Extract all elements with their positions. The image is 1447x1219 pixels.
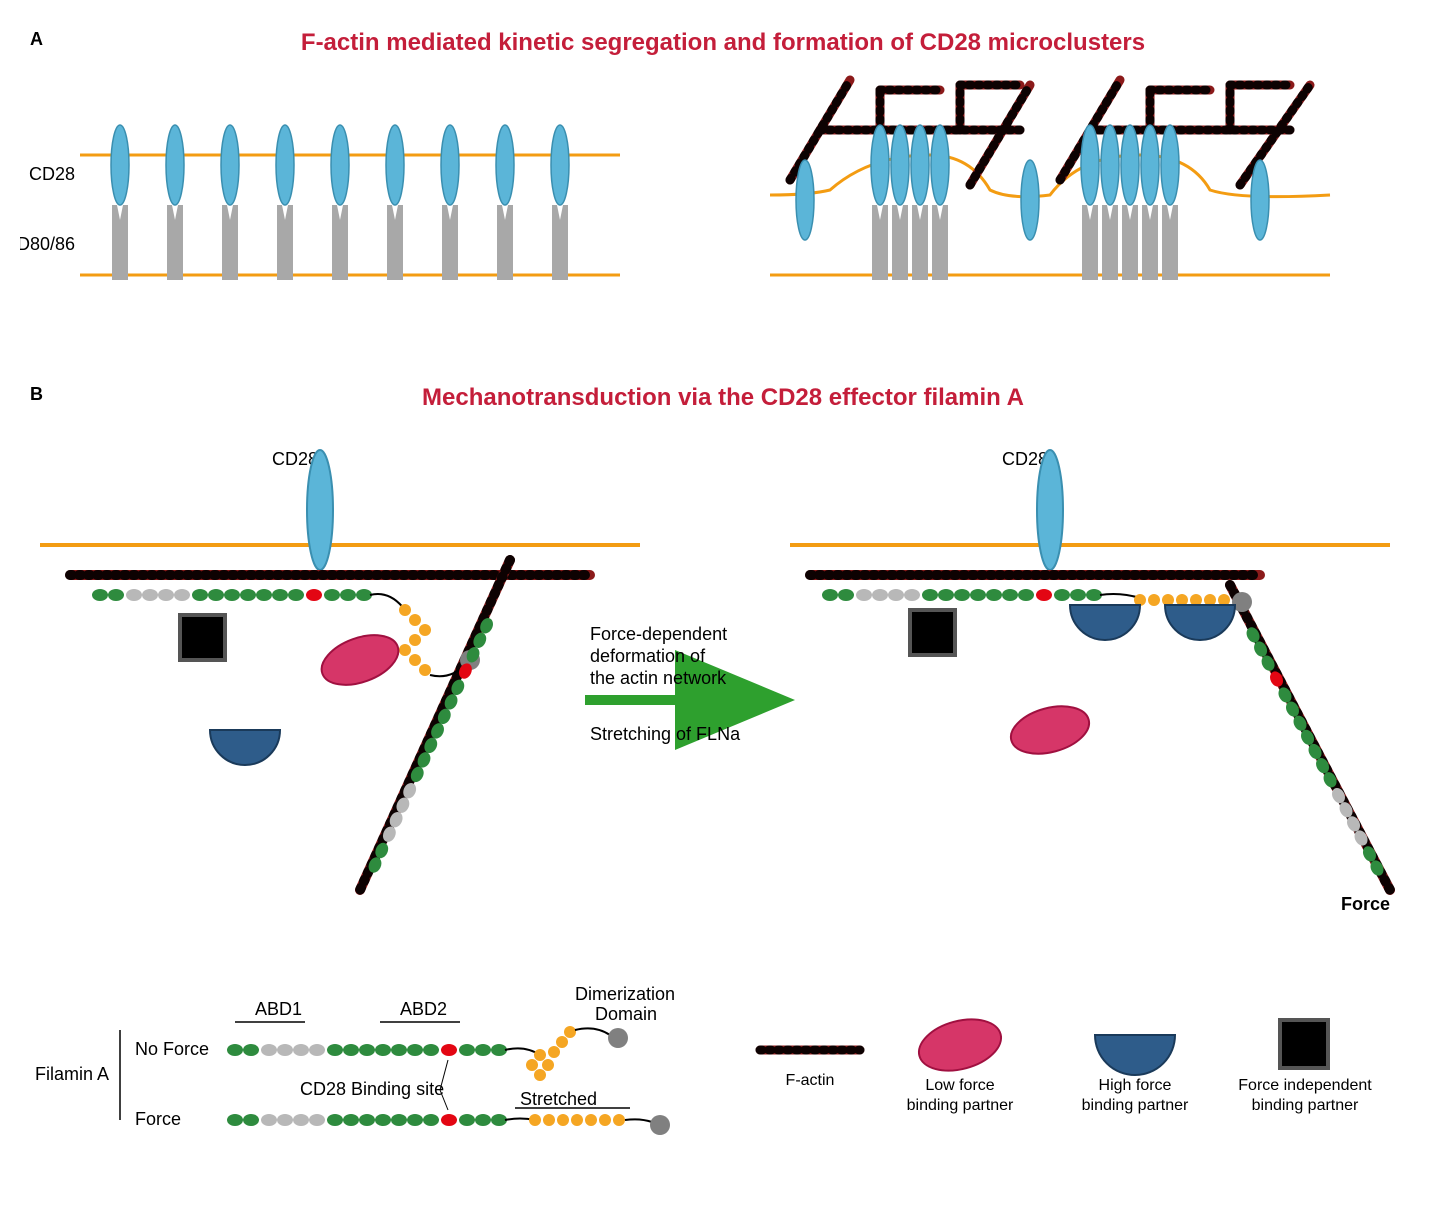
arrow-text-2: Stretching of FLNa xyxy=(590,724,741,744)
high-force-partner-icon xyxy=(210,730,280,765)
high-force-l2: binding partner xyxy=(1082,1097,1189,1114)
figure-svg: A F-actin mediated kinetic segregation a… xyxy=(20,20,1427,1199)
force-indep-partner-icon xyxy=(180,615,225,660)
cd80-label-a: CD80/86 xyxy=(20,234,75,254)
actin-network-a xyxy=(790,80,1310,185)
panel-b-label: B xyxy=(30,384,43,404)
abd2-label: ABD2 xyxy=(400,999,447,1019)
panel-a-left: CD28 CD80/86 xyxy=(20,125,620,280)
low-force-l1: Low force xyxy=(925,1077,994,1094)
arrow-text-1b: deformation of xyxy=(590,646,706,666)
low-force-l2: binding partner xyxy=(907,1097,1014,1114)
dimerization-label1: Dimerization xyxy=(575,984,675,1004)
high-force-l1: High force xyxy=(1099,1077,1172,1094)
factin-legend: F-actin xyxy=(786,1072,835,1089)
figure-container: A F-actin mediated kinetic segregation a… xyxy=(20,20,1427,1199)
panel-a-title: F-actin mediated kinetic segregation and… xyxy=(301,29,1145,56)
low-force-partner-icon xyxy=(315,626,405,695)
panel-b-title: Mechanotransduction via the CD28 effecto… xyxy=(422,384,1024,411)
dimerization-label2: Domain xyxy=(595,1004,657,1024)
panel-b-right: CD28 xyxy=(790,449,1390,914)
filamin-label: Filamin A xyxy=(35,1064,109,1084)
legend: Filamin A No Force ABD1 ABD2 Dimerizatio… xyxy=(35,984,1372,1135)
transition-arrow: Force-dependent deformation of the actin… xyxy=(585,624,775,744)
panel-b-left: CD28 xyxy=(40,449,640,890)
fi-l1: Force independent xyxy=(1238,1077,1372,1094)
stretched-label: Stretched xyxy=(520,1089,597,1109)
fi-l2: binding partner xyxy=(1252,1097,1359,1114)
arrow-text-1c: the actin network xyxy=(590,668,727,688)
force-row-label: Force xyxy=(135,1109,181,1129)
cd28-binding-label: CD28 Binding site xyxy=(300,1079,444,1099)
no-force-label: No Force xyxy=(135,1039,209,1059)
cd28-label-a: CD28 xyxy=(29,164,75,184)
abd1-label: ABD1 xyxy=(255,999,302,1019)
panel-a-label: A xyxy=(30,29,43,49)
force-label: Force xyxy=(1341,894,1390,914)
panel-a-right xyxy=(770,80,1330,280)
arrow-text-1a: Force-dependent xyxy=(590,624,727,644)
